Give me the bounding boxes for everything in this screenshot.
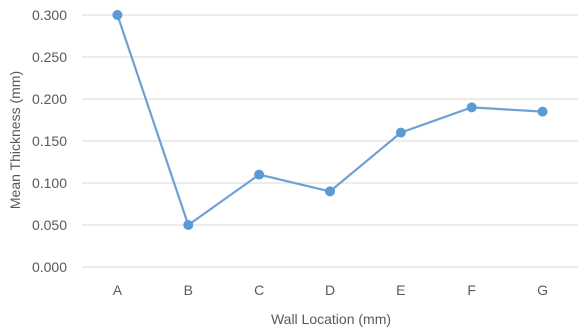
x-tick-label: C	[254, 282, 264, 298]
data-point	[325, 186, 335, 197]
x-axis-title: Wall Location (mm)	[271, 311, 391, 327]
y-tick-label: 0.300	[32, 7, 67, 23]
data-point	[254, 169, 265, 180]
data-point	[112, 10, 123, 20]
x-tick-label: E	[396, 282, 405, 298]
y-tick-label: 0.100	[32, 175, 67, 191]
x-axis-ticks: A B C D E F G	[113, 282, 548, 298]
x-tick-label: G	[537, 282, 548, 298]
gridlines	[82, 14, 578, 268]
y-tick-label: 0.250	[32, 49, 67, 65]
y-axis-title: Mean Thickness (mm)	[7, 71, 23, 209]
x-tick-label: A	[113, 282, 123, 298]
x-tick-label: D	[325, 282, 335, 298]
y-tick-label: 0.000	[32, 259, 67, 275]
data-point	[537, 106, 548, 117]
data-point	[183, 220, 194, 230]
data-point	[395, 127, 406, 138]
y-axis-ticks: 0.000 0.050 0.100 0.150 0.200 0.250 0.300	[32, 7, 67, 275]
x-tick-label: F	[467, 282, 476, 298]
data-point	[466, 102, 477, 113]
y-tick-label: 0.200	[32, 91, 67, 107]
data-points	[112, 10, 548, 230]
x-tick-label: B	[184, 282, 193, 298]
y-tick-label: 0.150	[32, 133, 67, 149]
y-tick-label: 0.050	[32, 217, 67, 233]
